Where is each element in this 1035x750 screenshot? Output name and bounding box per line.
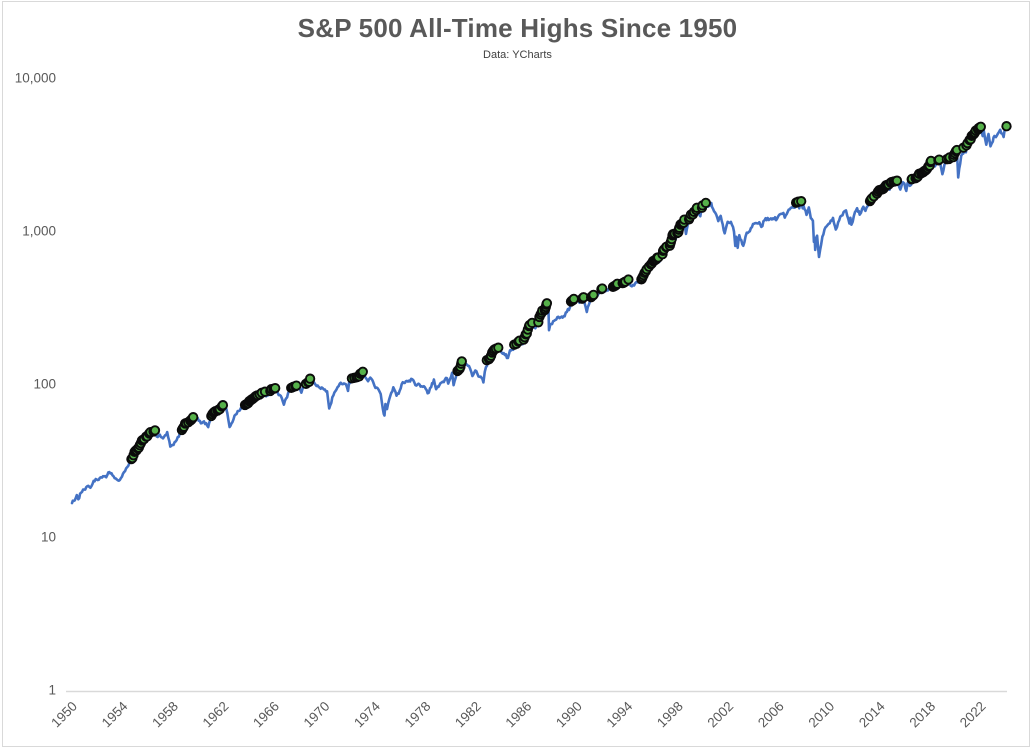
ath-marker: [975, 121, 986, 132]
ath-marker: [493, 342, 504, 353]
x-axis-tick-label: 1962: [200, 699, 232, 731]
x-axis-tick-label: 1982: [452, 699, 484, 731]
x-axis-tick-label: 1994: [604, 698, 636, 730]
x-axis-tick-label: 1954: [99, 698, 131, 730]
x-axis-tick-label: 2022: [957, 699, 989, 731]
y-axis-tick-label: 10,000: [15, 71, 56, 86]
ath-marker: [700, 197, 711, 209]
ath-marker: [541, 298, 553, 309]
x-axis-tick-label: 1986: [503, 699, 535, 731]
ath-marker: [149, 425, 161, 436]
ath-marker: [891, 175, 903, 186]
y-axis-tick-label: 1: [48, 683, 56, 698]
ath-marker: [188, 412, 199, 423]
ath-marker: [357, 366, 368, 377]
x-axis-tick-label: 2018: [906, 699, 938, 731]
ath-marker: [568, 293, 579, 305]
x-axis-tick-label: 1974: [351, 698, 383, 730]
x-axis-tick-label: 2014: [856, 698, 888, 730]
ath-marker: [597, 283, 608, 294]
x-axis-tick-label: 1958: [149, 699, 181, 731]
ath-marker: [291, 380, 302, 391]
ath-marker: [588, 289, 599, 301]
x-axis-tick-label: 1970: [301, 699, 333, 731]
x-axis-tick-label: 1978: [402, 699, 434, 731]
chart-subtitle: Data: YCharts: [483, 49, 552, 61]
x-axis-tick-label: 2010: [805, 699, 837, 731]
x-axis-tick-label: 1966: [250, 699, 282, 731]
ath-marker: [1001, 121, 1012, 132]
ath-marker: [456, 356, 467, 367]
ath-marker: [796, 196, 807, 207]
ath-marker: [270, 382, 281, 394]
ath-marker: [217, 400, 229, 411]
x-axis-tick-label: 1998: [654, 699, 686, 731]
y-axis-tick-label: 100: [33, 377, 56, 392]
y-axis-tick-label: 10: [41, 530, 56, 545]
x-axis-tick-label: 1990: [553, 699, 585, 731]
ath-marker: [623, 274, 634, 285]
chart-title: S&P 500 All-Time Highs Since 1950: [297, 13, 738, 43]
x-axis-tick-label: 2002: [704, 699, 736, 731]
x-axis-tick-label: 2006: [755, 699, 787, 731]
ath-marker: [304, 373, 316, 384]
y-axis-tick-label: 1,000: [22, 224, 56, 239]
x-axis-tick-label: 1950: [48, 699, 80, 731]
